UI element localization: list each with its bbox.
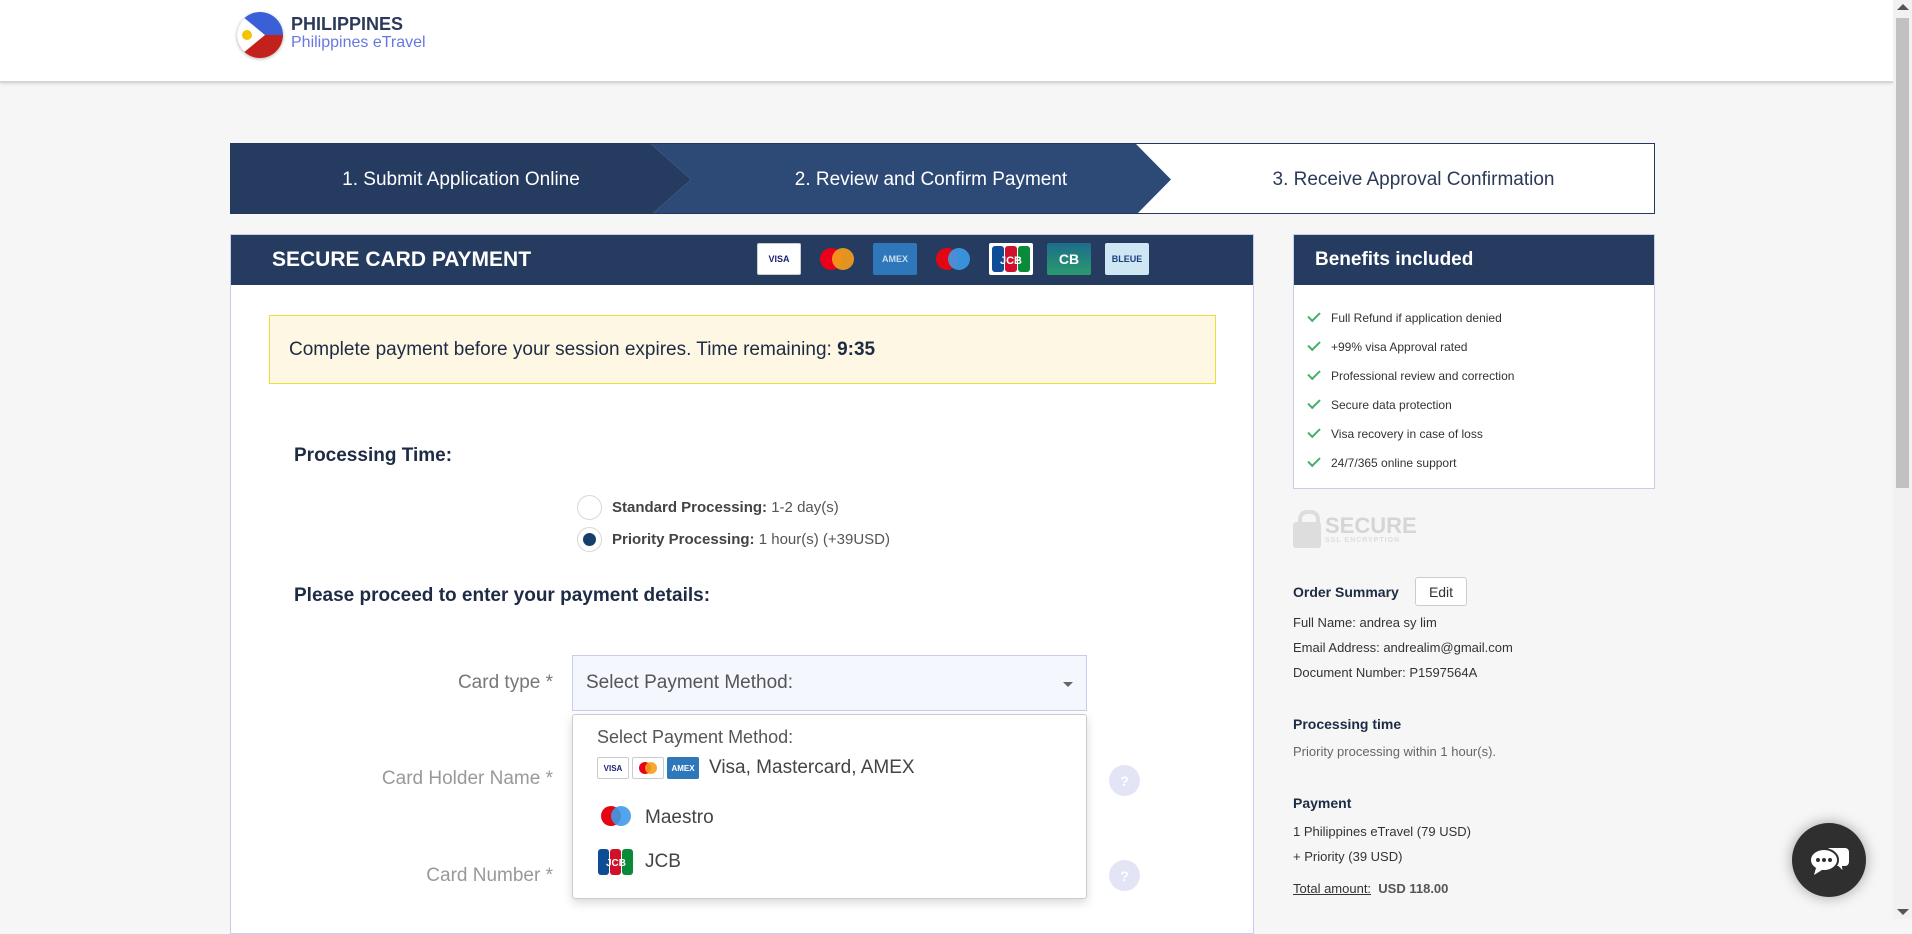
lock-icon: [1293, 510, 1321, 548]
progress-steps: 1. Submit Application Online 2. Review a…: [230, 143, 1655, 214]
benefit-item: Full Refund if application denied: [1306, 303, 1654, 332]
priority-processing-radio[interactable]: [577, 527, 602, 552]
logo-title[interactable]: PHILIPPINES: [291, 14, 404, 34]
email-address: Email Address: andrealim@gmail.com: [1293, 640, 1513, 655]
scroll-up-arrow-icon[interactable]: [1897, 4, 1909, 10]
total-amount: Total amount: USD 118.00: [1293, 881, 1448, 896]
page-scrollbar[interactable]: [1893, 0, 1912, 919]
edit-button[interactable]: Edit: [1415, 577, 1467, 606]
cb-logo-icon: CB: [1047, 243, 1091, 275]
maestro-icon: [601, 806, 631, 826]
scrollbar-thumb[interactable]: [1896, 18, 1909, 488]
benefit-item: Secure data protection: [1306, 390, 1654, 419]
scroll-down-arrow-icon[interactable]: [1897, 909, 1909, 915]
dropdown-option-maestro[interactable]: Maestro: [597, 803, 714, 833]
total-value: USD 118.00: [1378, 881, 1449, 896]
card-type-label: Card type *: [457, 672, 553, 693]
processing-time-label: Processing Time:: [294, 445, 453, 466]
jcb-icon: JCB: [598, 849, 633, 875]
card-holder-label: Card Holder Name *: [381, 768, 553, 789]
check-icon: [1307, 308, 1321, 323]
dropdown-option-visa-mastercard-amex[interactable]: VISA AMEX Visa, Mastercard, AMEX: [597, 757, 915, 779]
card-type-value: Select Payment Method:: [586, 672, 793, 693]
chat-bubbles-icon: [1809, 846, 1851, 876]
benefit-text: Visa recovery in case of loss: [1331, 426, 1483, 441]
benefit-text: 24/7/365 online support: [1331, 455, 1457, 470]
check-icon: [1307, 453, 1321, 468]
order-summary-title: Order Summary: [1293, 584, 1399, 600]
card-number-help-icon[interactable]: ?: [1109, 860, 1140, 891]
full-name: Full Name: andrea sy lim: [1293, 615, 1437, 630]
benefit-text: Full Refund if application denied: [1331, 310, 1502, 325]
secure-subtitle: SSL ENCRYPTION: [1325, 536, 1401, 544]
session-timer-alert: Complete payment before your session exp…: [269, 315, 1216, 384]
carte-bleue-logo-icon: BLEUE: [1105, 243, 1149, 275]
check-icon: [1307, 366, 1321, 381]
card-type-select[interactable]: Select Payment Method:: [572, 655, 1087, 711]
mastercard-logo-icon: [815, 243, 859, 275]
secure-ssl-badge: SECURE SSL ENCRYPTION: [1293, 510, 1417, 548]
amex-logo-icon: AMEX: [873, 243, 917, 275]
jcb-logo-icon: JCB: [989, 243, 1033, 275]
payment-method-dropdown: Select Payment Method: VISA AMEX Visa, M…: [572, 714, 1087, 899]
check-icon: [1307, 337, 1321, 352]
benefit-item: Visa recovery in case of loss: [1306, 419, 1654, 448]
secure-card-payment-panel: SECURE CARD PAYMENT VISA AMEX JCB CB BLE…: [230, 234, 1254, 934]
dropdown-option-placeholder[interactable]: Select Payment Method:: [597, 727, 794, 747]
payment-panel-header: SECURE CARD PAYMENT VISA AMEX JCB CB BLE…: [231, 235, 1253, 285]
time-remaining: 9:35: [837, 338, 876, 360]
benefit-item: 24/7/365 online support: [1306, 448, 1654, 477]
option-label: Visa, Mastercard, AMEX: [709, 757, 915, 778]
visa-logo-icon: VISA: [757, 243, 801, 275]
payment-panel-title: SECURE CARD PAYMENT: [272, 248, 532, 271]
visa-icon: VISA: [597, 757, 629, 779]
benefit-text: Secure data protection: [1331, 397, 1452, 412]
benefits-title: Benefits included: [1294, 235, 1654, 285]
step-review-payment: 2. Review and Confirm Payment: [651, 144, 1171, 213]
chevron-down-icon: [1063, 682, 1073, 687]
benefits-panel: Benefits included Full Refund if applica…: [1293, 234, 1655, 489]
total-label: Total amount:: [1293, 881, 1372, 896]
sidebar: Benefits included Full Refund if applica…: [1293, 234, 1655, 896]
standard-processing-option[interactable]: Standard Processing: 1-2 day(s): [612, 499, 839, 516]
document-number: Document Number: P1597564A: [1293, 665, 1478, 680]
option-name: Priority Processing:: [612, 531, 755, 548]
payment-title: Payment: [1293, 795, 1352, 811]
secure-title: SECURE: [1325, 512, 1417, 538]
option-detail: 1 hour(s) (+39USD): [758, 531, 891, 548]
option-label: Maestro: [645, 807, 714, 828]
benefit-item: +99% visa Approval rated: [1306, 332, 1654, 361]
card-number-label: Card Number *: [426, 865, 553, 886]
payment-details-label: Please proceed to enter your payment det…: [294, 585, 711, 606]
mastercard-icon: [632, 757, 664, 779]
priority-processing-option[interactable]: Priority Processing: 1 hour(s) (+39USD): [612, 531, 890, 548]
processing-time-title: Processing time: [1293, 716, 1402, 732]
chat-button[interactable]: [1792, 823, 1866, 897]
payment-line-priority: + Priority (39 USD): [1293, 849, 1403, 864]
svg-text:JCB: JCB: [606, 858, 626, 869]
svg-text:JCB: JCB: [1000, 255, 1022, 267]
option-label: JCB: [645, 851, 681, 872]
processing-time-text: Priority processing within 1 hour(s).: [1293, 744, 1497, 759]
check-icon: [1307, 395, 1321, 410]
dropdown-option-jcb[interactable]: JCB JCB: [597, 848, 681, 876]
maestro-logo-icon: [931, 243, 975, 275]
logo-subtitle[interactable]: Philippines eTravel: [291, 34, 426, 51]
payment-line-etravel: 1 Philippines eTravel (79 USD): [1293, 824, 1471, 839]
top-header: PHILIPPINES Philippines eTravel: [0, 0, 1893, 83]
alert-text: Complete payment before your session exp…: [289, 338, 832, 360]
card-holder-help-icon[interactable]: ?: [1109, 765, 1140, 796]
step-receive-approval: 3. Receive Approval Confirmation: [1272, 168, 1555, 190]
amex-icon: AMEX: [667, 757, 699, 779]
benefit-text: +99% visa Approval rated: [1331, 339, 1468, 354]
philippines-flag-logo[interactable]: [237, 12, 283, 58]
option-name: Standard Processing:: [612, 499, 768, 516]
benefit-item: Professional review and correction: [1306, 361, 1654, 390]
standard-processing-radio[interactable]: [577, 495, 602, 520]
option-detail: 1-2 day(s): [771, 499, 839, 516]
check-icon: [1307, 424, 1321, 439]
step-submit-application: 1. Submit Application Online: [231, 144, 691, 213]
benefit-text: Professional review and correction: [1331, 368, 1515, 383]
